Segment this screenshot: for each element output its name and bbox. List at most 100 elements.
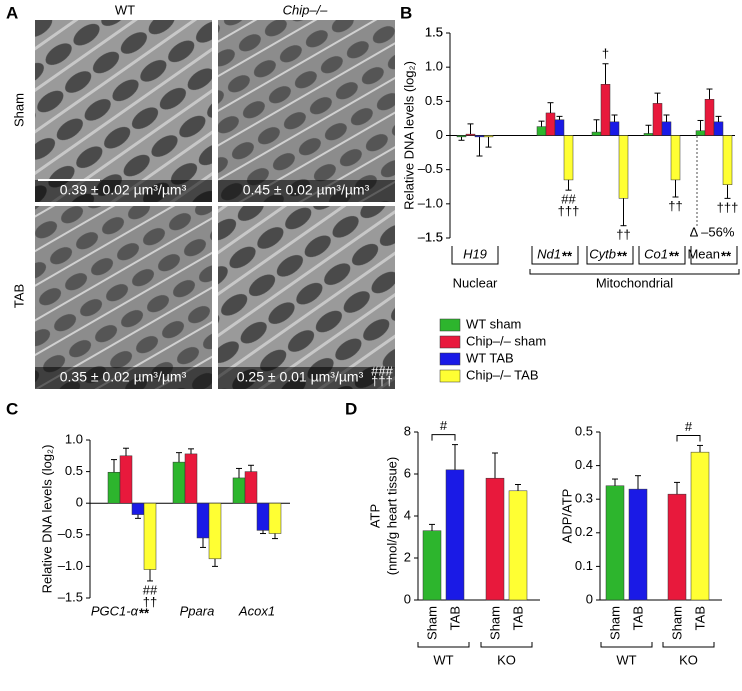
panel-label: D (345, 399, 357, 418)
bar (184, 453, 198, 504)
panel-label: C (6, 399, 18, 418)
bar (600, 84, 611, 136)
significance: ## (143, 582, 158, 597)
x-tick-label: TAB (447, 606, 462, 630)
panel-label: A (6, 3, 18, 22)
significance: ††† (717, 200, 739, 215)
measurement: 0.25 ± 0.01 µm³/µm³ (237, 369, 364, 385)
y-axis-label: ADP/ATP (559, 489, 574, 544)
y-tick-label: 0.5 (65, 463, 83, 478)
y-tick-label: -1.5 (421, 229, 443, 244)
y-axis-label: ATP (367, 504, 382, 528)
group-bracket (529, 269, 740, 275)
bar (208, 502, 222, 560)
bar (268, 502, 282, 534)
group-label: WT (433, 652, 453, 667)
category-mark: ** (669, 248, 680, 263)
bar (609, 121, 620, 136)
significance: † (602, 46, 609, 61)
significance: ††† (371, 373, 393, 388)
column-label: Chip–/– (283, 2, 329, 17)
group-label: Mitochondrial (596, 275, 673, 290)
bar (119, 455, 133, 504)
category-bracket (531, 246, 579, 265)
row-label: Sham (11, 93, 26, 127)
bar (591, 131, 602, 136)
measurement: 0.35 ± 0.02 µm³/µm³ (60, 369, 187, 385)
y-tick-label: 0 (76, 495, 83, 510)
bar (244, 471, 258, 504)
y-tick-label: 1.0 (65, 431, 83, 446)
y-tick-label: –1.0 (58, 558, 83, 573)
bar (465, 133, 476, 136)
caption-band (35, 180, 212, 202)
category-mark: ** (562, 248, 573, 263)
category-bracket (451, 246, 499, 265)
y-tick-label: 1.5 (425, 24, 443, 39)
x-tick-label: Ppara (180, 603, 215, 618)
bar (695, 130, 706, 136)
y-tick-label: 0.1 (575, 558, 593, 573)
bar (618, 135, 629, 199)
significance: †† (668, 198, 682, 213)
bar (667, 493, 687, 601)
bar (713, 121, 724, 136)
x-tick-label: Sham (424, 606, 439, 640)
measurement: 0.45 ± 0.02 µm³/µm³ (243, 182, 370, 198)
group-label: KO (497, 652, 516, 667)
bar (545, 112, 556, 136)
y-tick-label: 0.2 (575, 524, 593, 539)
group-bracket (600, 642, 653, 648)
category-mark: ** (139, 605, 150, 620)
y-tick-label: 4 (404, 507, 411, 522)
group-bracket (662, 642, 715, 648)
legend-swatch (439, 318, 461, 332)
x-tick-label: TAB (692, 606, 707, 630)
y-axis-label: Relative DNA levels (log₂) (39, 445, 54, 594)
annotation: Δ –56% (690, 224, 735, 239)
bar (563, 135, 574, 181)
bar (628, 488, 648, 601)
y-tick-label: –0.5 (418, 161, 443, 176)
x-tick-label: Sham (669, 606, 684, 640)
bar (107, 471, 121, 504)
y-tick-label: 0 (586, 591, 593, 606)
legend-swatch (439, 352, 461, 366)
category-bracket (690, 246, 738, 265)
legend-label: WT sham (466, 316, 521, 331)
bar (196, 502, 210, 539)
significance-bracket (676, 434, 701, 442)
bar (485, 477, 505, 601)
x-tick-label: PGC1-α (91, 603, 139, 618)
bar (232, 477, 246, 504)
caption-band (218, 180, 395, 202)
group-label: KO (679, 652, 698, 667)
caption-band (218, 367, 395, 389)
y-axis-label: (nmol/g heart tissue) (384, 457, 399, 576)
group-label: WT (616, 652, 636, 667)
x-tick-label: Sham (607, 606, 622, 640)
significance: ## (561, 192, 576, 207)
y-tick-label: 0 (404, 591, 411, 606)
category-mark: ** (617, 248, 628, 263)
x-tick-label: Cytb (589, 246, 616, 261)
bar (554, 119, 565, 136)
group-bracket (480, 642, 533, 648)
x-tick-label: Sham (487, 606, 502, 640)
significance: ††† (558, 204, 580, 219)
caption-band (35, 367, 212, 389)
y-tick-label: 0.5 (575, 423, 593, 438)
bar (670, 135, 681, 181)
y-tick-label: –0.5 (58, 526, 83, 541)
micrograph (35, 20, 212, 202)
significance: # (685, 419, 693, 434)
category-mark: ** (721, 248, 732, 263)
y-tick-label: 8 (404, 423, 411, 438)
bar (643, 133, 654, 136)
bar (256, 502, 270, 531)
group-label: Nuclear (453, 275, 498, 290)
bar (172, 461, 186, 504)
significance: †† (143, 594, 157, 609)
